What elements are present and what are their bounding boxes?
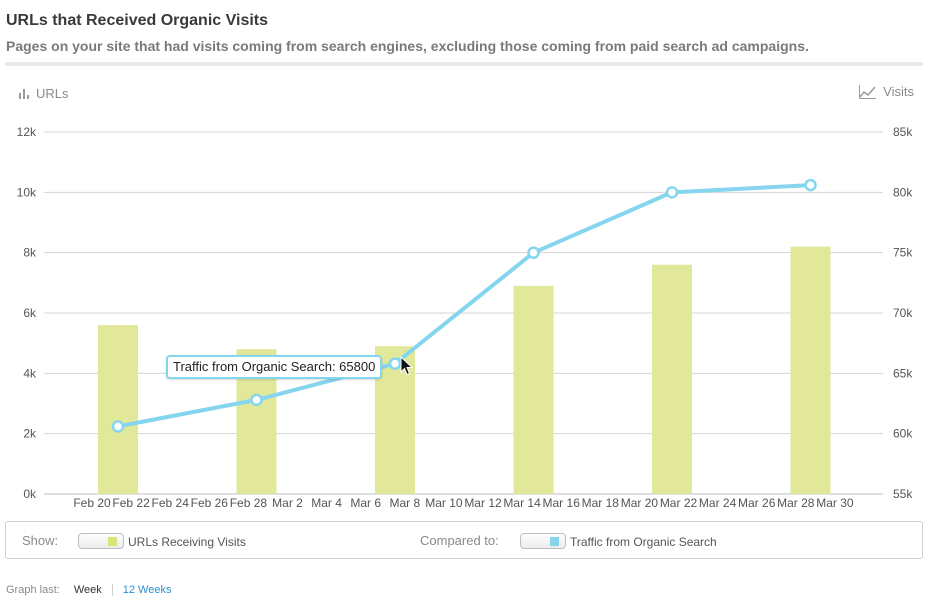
show-series-toggle[interactable]: [78, 533, 124, 549]
x-tick-label: Mar 8: [389, 496, 420, 510]
x-tick-label: Mar 28: [777, 496, 815, 510]
x-tick-label: Feb 28: [230, 496, 268, 510]
x-tick-label: Mar 26: [738, 496, 776, 510]
y-left-tick-label: 2k: [23, 427, 37, 441]
y-right-tick-label: 60k: [893, 427, 913, 441]
bar: [513, 285, 554, 494]
x-tick-label: Mar 6: [350, 496, 381, 510]
line-chart-icon: [859, 84, 877, 99]
x-tick-label: Mar 4: [311, 496, 342, 510]
line-point: [388, 357, 402, 370]
line-point: [804, 178, 817, 192]
y-right-tick-label: 70k: [893, 306, 913, 320]
y-right-tick-label: 65k: [893, 366, 913, 380]
graph-last-label: Graph last:: [6, 584, 60, 596]
compared-series-toggle[interactable]: [520, 533, 566, 549]
right-axis-label: Visits: [883, 84, 914, 99]
left-axis-label: URLs: [36, 86, 69, 101]
x-tick-label: Mar 2: [272, 496, 303, 510]
y-left-tick-label: 8k: [23, 246, 37, 260]
show-label: Show:: [22, 533, 59, 548]
line-point: [665, 186, 679, 199]
line-point: [250, 393, 263, 407]
x-tick-label: Mar 10: [425, 496, 463, 510]
chart-tooltip: Traffic from Organic Search: 65800: [166, 355, 383, 379]
x-tick-label: Mar 16: [543, 496, 581, 510]
header-divider: [5, 62, 923, 66]
page-subtitle: Pages on your site that had visits comin…: [6, 38, 809, 54]
series-controls: Show: URLs Receiving Visits Compared to:…: [5, 521, 923, 559]
bar-chart-icon: [19, 89, 29, 99]
urls-series-swatch: [108, 537, 117, 546]
x-tick-label: Mar 22: [660, 496, 698, 510]
series-line: [117, 183, 811, 429]
range-separator: [111, 584, 113, 596]
x-tick-label: Mar 24: [699, 496, 737, 510]
x-tick-label: Feb 24: [152, 496, 190, 510]
graph-range-selector: Graph last: Week 12 Weeks: [6, 584, 171, 596]
page-title: URLs that Received Organic Visits: [6, 12, 269, 29]
x-tick-label: Mar 12: [464, 496, 502, 510]
bar: [652, 264, 692, 494]
compared-series-label[interactable]: Traffic from Organic Search: [570, 535, 717, 549]
x-tick-label: Feb 26: [191, 496, 229, 510]
y-right-tick-label: 80k: [893, 185, 913, 199]
range-12-weeks-option[interactable]: 12 Weeks: [122, 584, 172, 596]
right-axis-header: Visits: [859, 84, 914, 99]
y-left-tick-label: 12k: [17, 125, 37, 139]
y-right-tick-label: 75k: [893, 246, 913, 260]
left-axis-header: URLs: [18, 86, 69, 101]
y-right-tick-label: 85k: [893, 125, 913, 139]
x-tick-label: Mar 30: [816, 496, 854, 510]
x-tick-label: Mar 18: [582, 496, 620, 510]
bar: [98, 325, 138, 494]
show-series-label[interactable]: URLs Receiving Visits: [128, 535, 246, 549]
chart: 0k 2k 4k 6k 8k 10k 12k 55k 60k 65k 70k 75k 80k 85k Feb…: [17, 125, 914, 510]
y-right-tick-label: 55k: [893, 487, 913, 501]
traffic-series-swatch: [550, 537, 559, 546]
x-tick-label: Mar 20: [621, 496, 659, 510]
y-left-tick-label: 6k: [23, 306, 37, 320]
line-point: [527, 246, 540, 259]
y-left-tick-label: 4k: [23, 366, 37, 380]
compared-label: Compared to:: [420, 533, 499, 548]
line-point: [111, 420, 125, 433]
y-left-tick-label: 0k: [23, 487, 37, 501]
y-left-tick-label: 10k: [17, 185, 37, 199]
bar: [790, 246, 831, 494]
range-week-option[interactable]: Week: [73, 584, 102, 596]
mouse-cursor-icon: [400, 356, 414, 376]
x-tick-label: Mar 14: [503, 496, 541, 510]
x-tick-label: Feb 20: [73, 496, 111, 510]
x-tick-label: Feb 22: [112, 496, 150, 510]
